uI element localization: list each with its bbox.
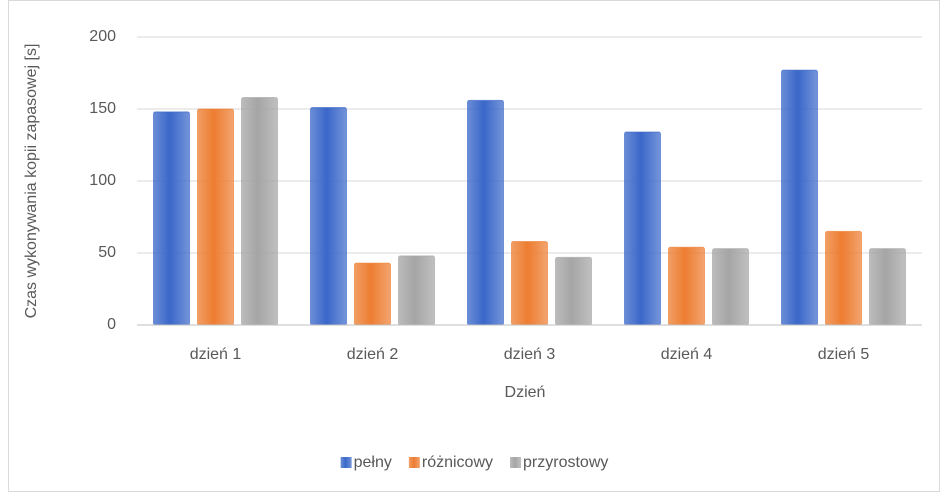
bar: [354, 262, 391, 326]
bar: [712, 248, 749, 326]
bar: [398, 255, 435, 326]
bar: [869, 248, 906, 326]
y-tick-label: 150: [89, 100, 116, 117]
y-axis-title: Czas wykonywania kopii zapasowej [s]: [23, 44, 40, 319]
legend-label: pełny: [354, 454, 392, 471]
bar: [781, 69, 818, 326]
bar: [241, 96, 278, 326]
y-tick-label: 100: [89, 172, 116, 189]
bar: [624, 131, 661, 326]
legend-swatch: [510, 457, 522, 468]
y-tick-label: 0: [107, 316, 116, 333]
legend-label: różnicowy: [422, 454, 493, 471]
bar: [511, 240, 548, 326]
x-axis-title: Dzień: [505, 384, 546, 401]
x-tick-label: dzień 3: [504, 346, 556, 363]
bar: [153, 111, 190, 326]
x-tick-label: dzień 2: [347, 346, 399, 363]
bar: [310, 107, 347, 326]
legend-swatch: [408, 457, 420, 468]
legend-swatch: [340, 457, 352, 468]
y-tick-label: 50: [98, 244, 116, 261]
y-tick-label: 200: [89, 28, 116, 45]
bar: [197, 108, 234, 326]
x-tick-label: dzień 4: [661, 346, 713, 363]
x-tick-label: dzień 5: [818, 346, 870, 363]
bar: [467, 99, 504, 326]
bar: [668, 246, 705, 326]
bar: [825, 230, 862, 326]
bar: [555, 256, 592, 326]
legend-label: przyrostowy: [523, 454, 608, 471]
x-tick-label: dzień 1: [190, 346, 242, 363]
